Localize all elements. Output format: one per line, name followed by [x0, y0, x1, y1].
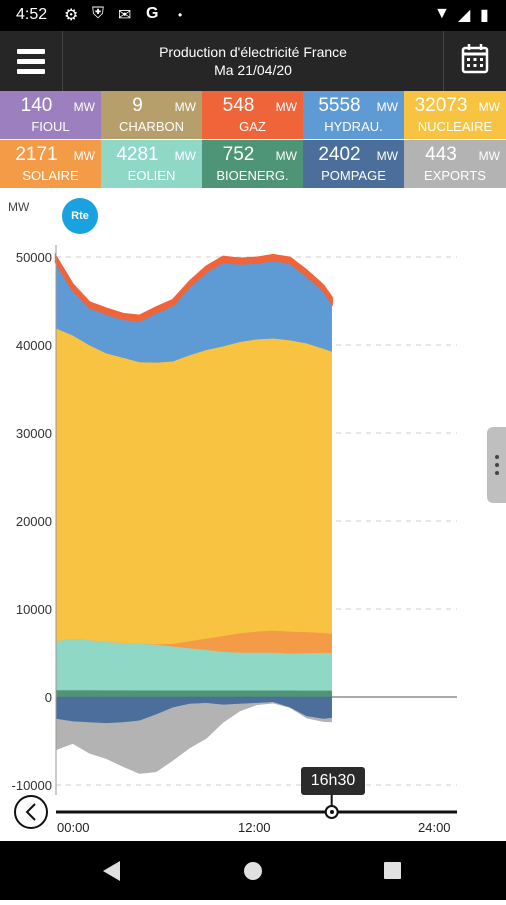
status-time: 4:52	[16, 6, 48, 23]
tile-nucleaire[interactable]: 32073 MW NUCLEAIRE	[404, 91, 506, 139]
y-tick-label: 40000	[16, 338, 52, 353]
y-tick-label: 0	[45, 690, 52, 705]
tile-unit: MW	[174, 100, 196, 114]
timeline-start-label: 00:00	[57, 820, 90, 835]
tile-eolien[interactable]: 4281 MW EOLIEN	[101, 140, 202, 188]
y-tick-label: -10000	[12, 778, 52, 793]
title-date: Ma 21/04/20	[214, 62, 292, 78]
chart-areas	[54, 252, 333, 774]
prev-day-button[interactable]	[14, 795, 48, 829]
google-icon: G	[146, 5, 159, 22]
tile-label: CHARBON	[118, 119, 184, 134]
tile-unit: MW	[275, 149, 297, 163]
tile-value: 2402	[318, 144, 361, 165]
tile-unit: MW	[275, 100, 297, 114]
menu-icon	[17, 49, 45, 54]
tile-label: BIOENERG.	[216, 168, 289, 183]
tile-solaire[interactable]: 2171 MW SOLAIRE	[0, 140, 101, 188]
back-icon[interactable]	[103, 861, 120, 881]
tile-unit: MW	[376, 149, 398, 163]
tile-label: NUCLEAIRE	[417, 119, 493, 134]
recents-icon[interactable]	[384, 862, 401, 879]
timeline-cursor-center	[330, 810, 334, 814]
signal-icon: ◢	[458, 7, 471, 24]
timeline-mid-label: 12:00	[238, 820, 271, 835]
status-bar: 4:52 ⚙ ⛨ ✉ G • ▼ ◢ ▮	[0, 0, 506, 31]
tile-value: 752	[222, 144, 255, 165]
shield-icon: ⛨	[92, 5, 105, 22]
tile-label: HYDRAU.	[324, 119, 383, 134]
tile-label: POMPAGE	[321, 168, 386, 183]
tile-pompage[interactable]: 2402 MW POMPAGE	[303, 140, 404, 188]
rte-logo[interactable]: Rte	[62, 198, 98, 234]
tile-fioul[interactable]: 140 MW FIOUL	[0, 91, 101, 139]
production-chart: -10000 0 10000 20000 30000 40000 50000	[12, 245, 457, 829]
tile-value: 2171	[15, 144, 58, 165]
menu-icon-bar	[17, 59, 45, 64]
tile-charbon[interactable]: 9 MW CHARBON	[101, 91, 202, 139]
area-series-exports	[55, 702, 332, 774]
tile-label: SOLAIRE	[22, 168, 79, 183]
y-axis-unit: MW	[8, 200, 30, 214]
y-tick-label: 10000	[16, 602, 52, 617]
tile-label: GAZ	[239, 119, 266, 134]
system-nav-bar	[0, 841, 506, 900]
tile-label: EOLIEN	[127, 168, 176, 183]
chart-y-ticks: -10000 0 10000 20000 30000 40000 50000	[12, 250, 52, 793]
tile-unit: MW	[478, 100, 500, 114]
tile-value: 32073	[414, 95, 468, 116]
dot-icon: •	[178, 8, 183, 22]
tile-exports[interactable]: 443 MW EXPORTS	[404, 140, 506, 188]
menu-button[interactable]	[0, 31, 63, 91]
page-title: Production d'électricité France Ma 21/04…	[62, 43, 444, 79]
side-panel-handle[interactable]	[487, 427, 506, 503]
tile-gaz[interactable]: 548 MW GAZ	[202, 91, 303, 139]
y-tick-label: 30000	[16, 426, 52, 441]
tile-value: 140	[20, 95, 53, 116]
mail-icon: ✉	[118, 7, 132, 24]
tile-value: 443	[425, 144, 457, 165]
more-vert-icon	[495, 455, 499, 459]
tile-bioenerg[interactable]: 752 MW BIOENERG.	[202, 140, 303, 188]
home-icon[interactable]	[244, 862, 262, 880]
tile-label: FIOUL	[31, 119, 70, 134]
app-bar: Production d'électricité France Ma 21/04…	[0, 31, 506, 91]
tile-value: 548	[222, 95, 255, 116]
tile-unit: MW	[174, 149, 196, 163]
tile-unit: MW	[376, 100, 398, 114]
tile-value: 4281	[116, 144, 159, 165]
more-vert-dot	[495, 471, 499, 475]
area-series-nucleaire	[55, 327, 332, 645]
timeline-end-label: 24:00	[418, 820, 451, 835]
tile-hydrau[interactable]: 5558 MW HYDRAU.	[303, 91, 404, 139]
tile-unit: MW	[73, 100, 95, 114]
title-line1: Production d'électricité France	[159, 44, 347, 60]
tile-unit: MW	[478, 149, 500, 163]
more-vert-dot	[495, 463, 499, 467]
settings-icon: ⚙	[64, 7, 79, 24]
y-tick-label: 20000	[16, 514, 52, 529]
tile-unit: MW	[73, 149, 95, 163]
chevron-left-icon	[25, 803, 36, 821]
y-tick-label: 50000	[16, 250, 52, 265]
calendar-icon	[461, 44, 489, 74]
battery-icon: ▮	[480, 7, 489, 24]
tile-value: 5558	[318, 95, 361, 116]
wifi-icon: ▼	[434, 5, 450, 22]
tile-value: 9	[132, 95, 143, 116]
area-series-gaz	[54, 252, 333, 322]
menu-icon-bar	[17, 69, 45, 74]
timeline-cursor-label: 16h30	[301, 767, 365, 795]
area-series-bioenerg	[55, 689, 332, 698]
tile-label: EXPORTS	[424, 168, 486, 183]
calendar-button[interactable]	[443, 31, 506, 91]
